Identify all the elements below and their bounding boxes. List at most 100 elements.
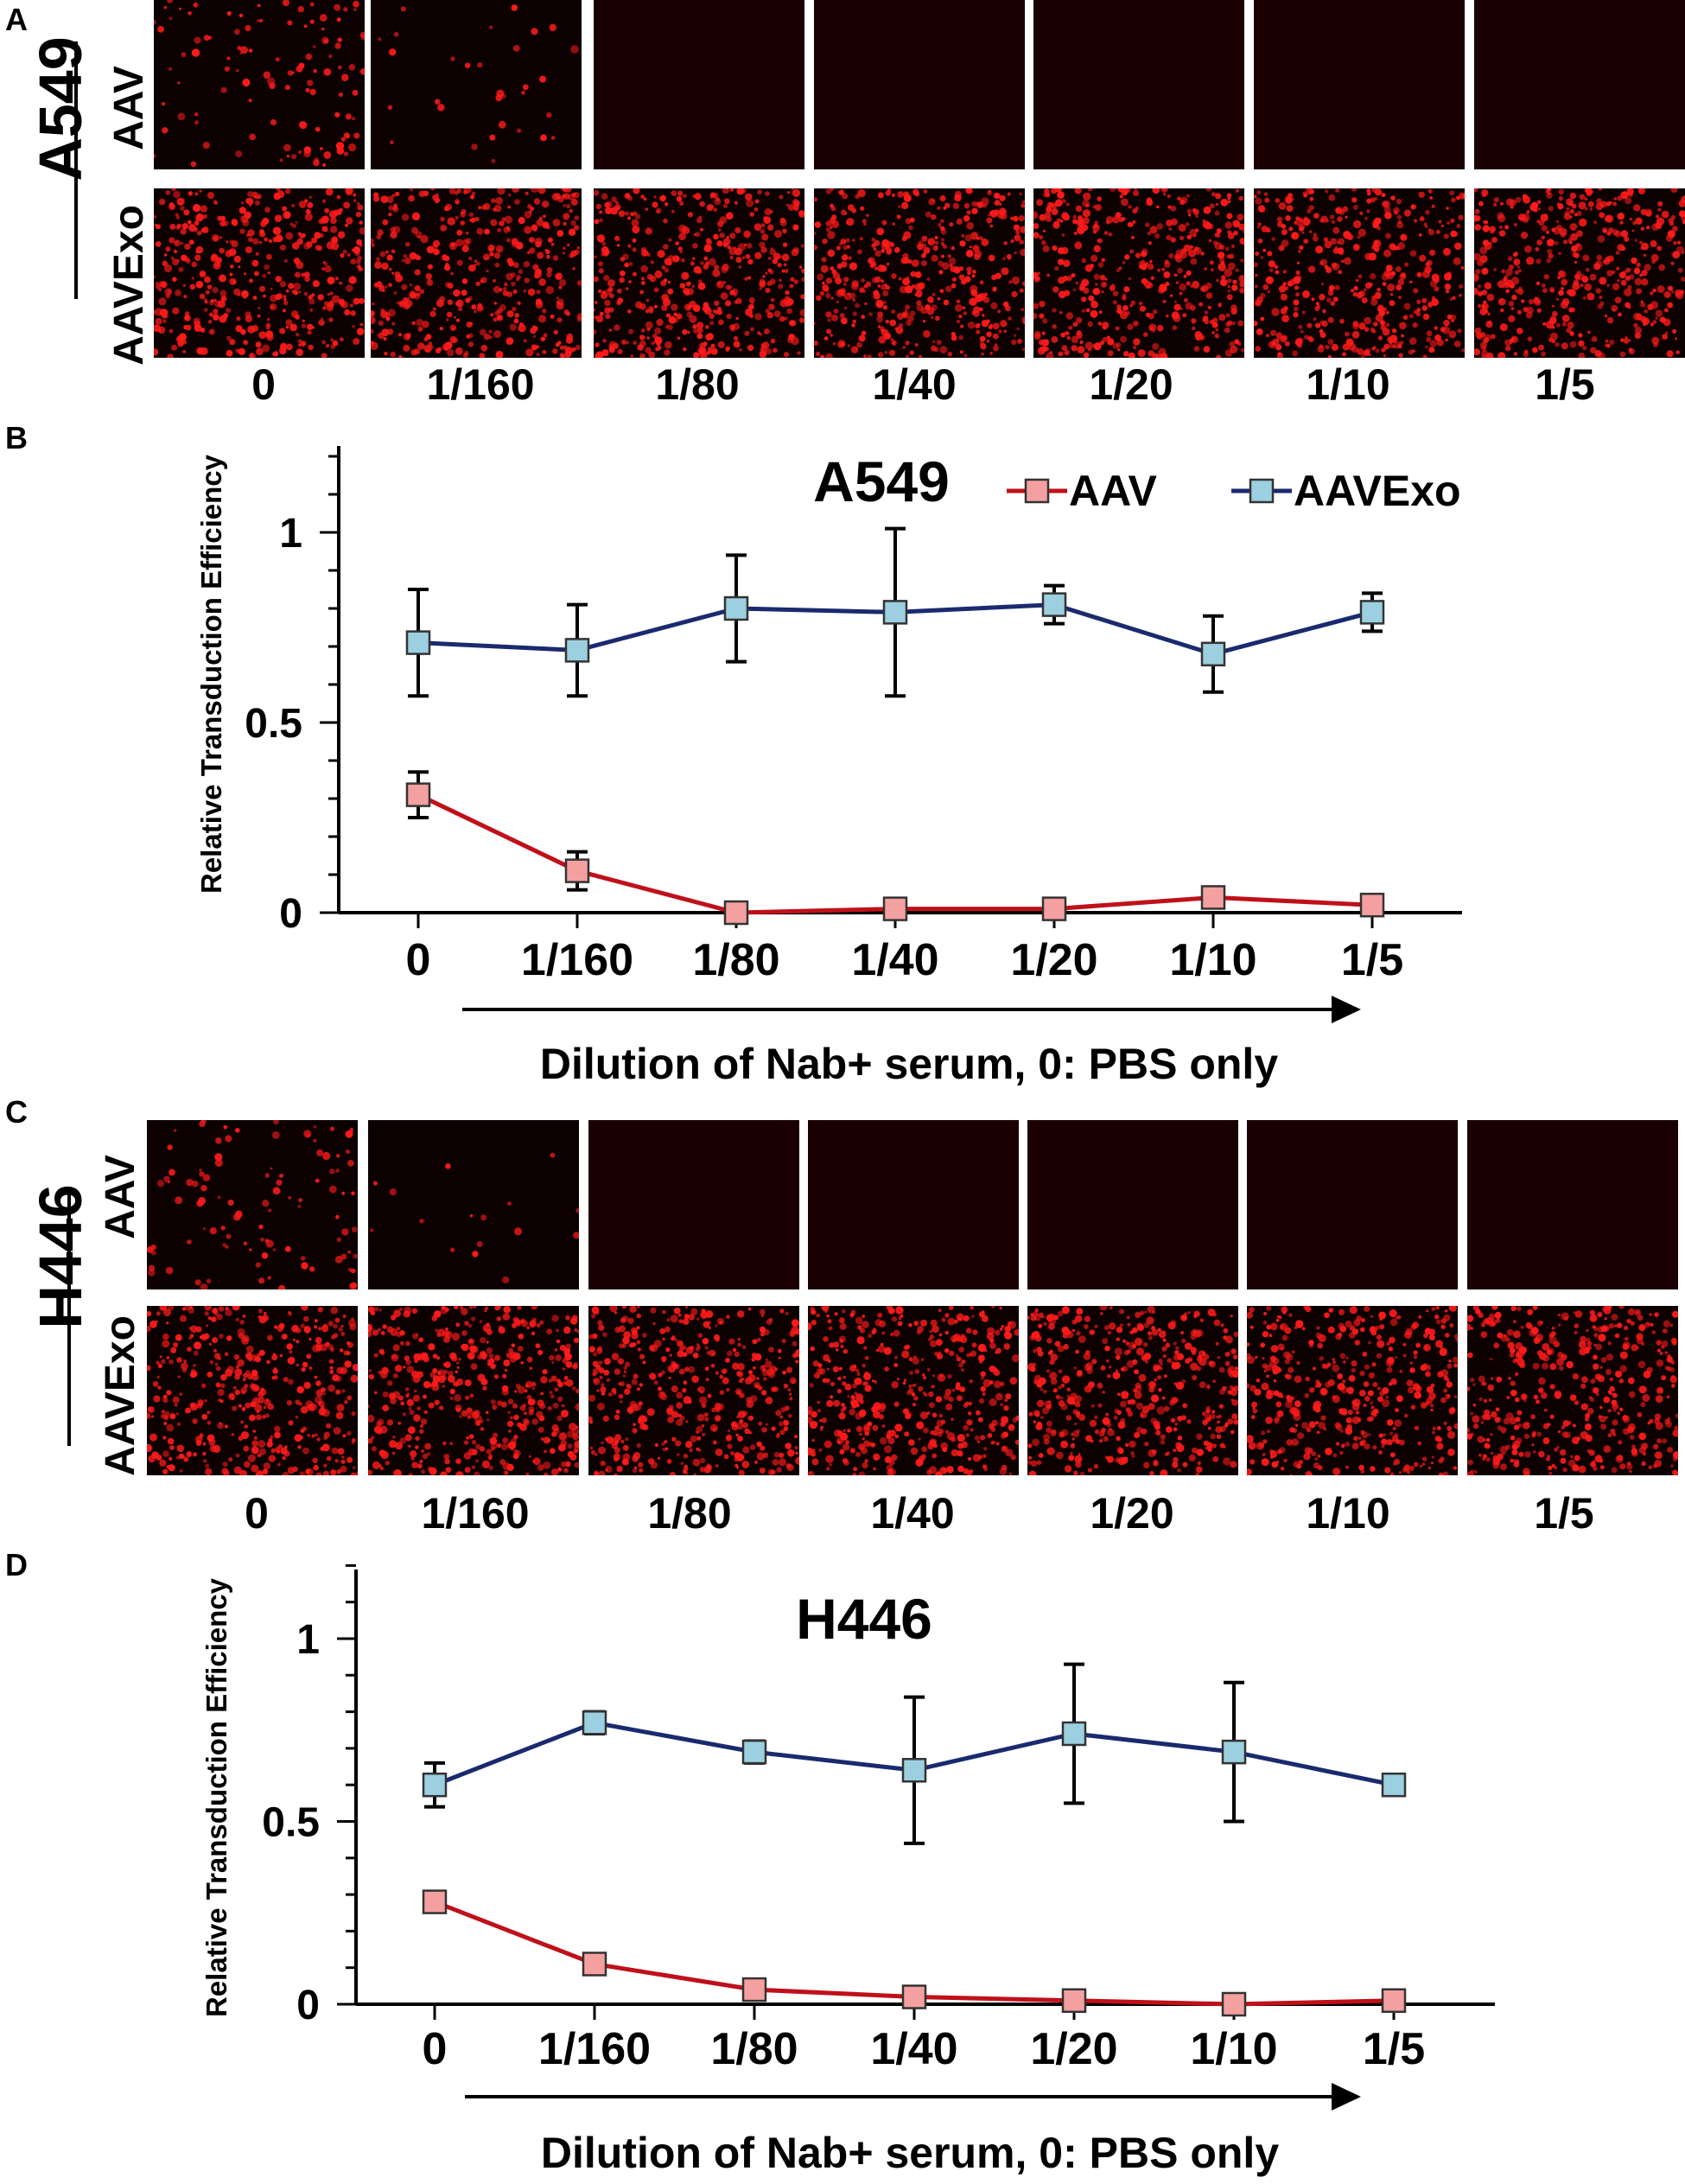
data-point-aavexo	[564, 638, 590, 663]
legend-marker-aavexo	[1249, 478, 1275, 504]
panel-a-micrograph-aavexo	[814, 188, 1025, 358]
panel-c-row-label-aav: AAV	[98, 1155, 143, 1239]
panel-a-row-label-aavexo: AAVExo	[106, 205, 152, 366]
panel-b-line-chart: 0 0.5 1 0 1/160 1/80 1/40 1/20 1/10 1/5 Dilution o…	[195, 446, 1462, 1088]
legend-label-aav: AAV	[1069, 467, 1158, 515]
data-point-aav	[723, 900, 749, 926]
y-tick-label: 1	[279, 511, 302, 557]
data-point-aav	[564, 858, 590, 883]
data-point-aavexo	[1381, 1772, 1407, 1798]
chart-title: H446	[796, 1587, 932, 1651]
panel-c-micrograph-aavexo	[1027, 1306, 1238, 1475]
legend-marker-aav	[1024, 478, 1050, 504]
data-point-aavexo	[1041, 592, 1067, 617]
arrow-head	[1332, 2083, 1361, 2111]
data-point-aav	[1221, 1991, 1247, 2017]
panel-c-letter: C	[5, 1094, 28, 1130]
panel-c-micrograph-aav	[808, 1120, 1019, 1289]
x-tick-label: 1/5	[1341, 935, 1403, 985]
data-point-aavexo	[405, 630, 431, 655]
panel-a-micrograph-aavexo	[154, 188, 365, 358]
data-point-aav	[1200, 885, 1226, 910]
data-point-aavexo	[723, 595, 749, 621]
data-point-aav	[405, 782, 431, 807]
x-tick-label: 1/160	[521, 935, 633, 985]
data-point-aav	[1041, 896, 1067, 921]
y-tick-label: 1	[296, 1617, 320, 1663]
panel-a-dilution-label: 1/160	[426, 360, 535, 409]
panel-c-micrograph-aav	[1027, 1120, 1238, 1289]
panel-a-dilution-label: 1/10	[1306, 360, 1390, 409]
panel-a-micrograph-aav	[154, 0, 365, 169]
y-tick-label: 0.5	[245, 701, 302, 747]
data-point-aavexo	[882, 600, 908, 625]
data-point-aav	[422, 1889, 448, 1914]
panel-a-dilution-label: 1/80	[655, 360, 740, 409]
x-tick-label: 1/80	[710, 2024, 798, 2074]
panel-a-micrograph-aav	[1474, 0, 1685, 169]
data-point-aav	[741, 1977, 767, 2003]
x-tick-label: 1/10	[1190, 2024, 1277, 2074]
panel-c-row-label-aavexo: AAVExo	[98, 1315, 143, 1476]
data-point-aav	[1381, 1988, 1407, 2014]
panel-c-micrograph-aavexo	[588, 1306, 799, 1475]
panel-a-micrograph-aav	[1033, 0, 1244, 169]
panel-a-dilution-label: 1/40	[872, 360, 957, 409]
panel-d-letter: D	[5, 1547, 28, 1582]
data-point-aav	[1061, 1988, 1087, 2014]
x-tick-label: 1/10	[1169, 935, 1256, 985]
series-line-aav	[416, 793, 1373, 915]
x-tick-label: 1/5	[1363, 2024, 1425, 2074]
panel-c-micrograph-aav	[1247, 1120, 1458, 1289]
panel-c-dilution-label: 1/40	[870, 1489, 955, 1538]
panel-a-letter: A	[5, 2, 28, 37]
data-point-aavexo	[422, 1772, 448, 1798]
x-tick-label: 1/20	[1030, 2024, 1117, 2074]
panel-a-micrograph-aav	[814, 0, 1025, 169]
panel-c-label-divider	[67, 1188, 71, 1446]
x-tick-label: 0	[406, 935, 431, 985]
data-point-aav	[582, 1952, 607, 1977]
panel-d-line-chart: 0 0.5 1 0 1/160 1/80 1/40 1/20 1/10 1/5 Dilution o…	[200, 1563, 1495, 2177]
panel-a-micrograph-aav	[371, 0, 582, 169]
data-point-aavexo	[741, 1739, 767, 1765]
panel-c-dilution-label: 1/5	[1534, 1489, 1594, 1538]
y-tick-label: 0.5	[262, 1800, 320, 1846]
data-point-aavexo	[582, 1710, 607, 1735]
x-tick-label: 1/40	[870, 2024, 957, 2074]
panel-a-micrograph-aav	[1254, 0, 1465, 169]
x-tick-label: 1/40	[851, 935, 938, 985]
panel-a-row-label-aav: AAV	[106, 66, 152, 150]
x-axis-label: Dilution of Nab+ serum, 0: PBS only	[541, 2129, 1279, 2177]
panel-c-cell-line-label: H446	[27, 1184, 94, 1329]
data-point-aavexo	[901, 1758, 927, 1783]
panel-a-label-divider	[74, 41, 78, 299]
data-point-aavexo	[1200, 641, 1226, 667]
data-point-aav	[1359, 892, 1385, 918]
panel-c-micrograph-aavexo	[1467, 1306, 1678, 1475]
panel-c-micrograph-aav	[147, 1120, 358, 1289]
panel-a-micrograph-aavexo	[1254, 188, 1465, 358]
panel-a-cell-line-label: A549	[27, 36, 94, 181]
y-axis-label: Relative Transduction Efficiency	[195, 454, 227, 894]
chart-title: A549	[813, 449, 950, 513]
panel-a-micrograph-aavexo	[594, 188, 804, 358]
panel-a-micrograph-aavexo	[371, 188, 582, 358]
data-point-aavexo	[1061, 1721, 1087, 1747]
panel-c-micrograph-aav	[368, 1120, 579, 1289]
panel-c-micrograph-aavexo	[1247, 1306, 1458, 1475]
panel-b-letter: B	[5, 420, 28, 455]
arrow-head	[1332, 996, 1361, 1023]
y-tick-label: 0	[296, 1983, 320, 2028]
x-tick-label: 1/160	[538, 2024, 651, 2074]
panel-c-micrograph-aavexo	[368, 1306, 579, 1475]
panel-a-dilution-label: 0	[251, 360, 276, 409]
data-point-aavexo	[1359, 600, 1385, 625]
panel-a-dilution-label: 1/20	[1089, 360, 1173, 409]
y-axis-label: Relative Transduction Efficiency	[200, 1577, 232, 2017]
panel-c-micrograph-aav	[1467, 1120, 1678, 1289]
data-point-aavexo	[1221, 1739, 1247, 1765]
panel-c-dilution-label: 0	[245, 1489, 269, 1538]
panel-a-micrograph-aavexo	[1033, 188, 1244, 358]
panel-c-dilution-label: 1/10	[1306, 1489, 1390, 1538]
